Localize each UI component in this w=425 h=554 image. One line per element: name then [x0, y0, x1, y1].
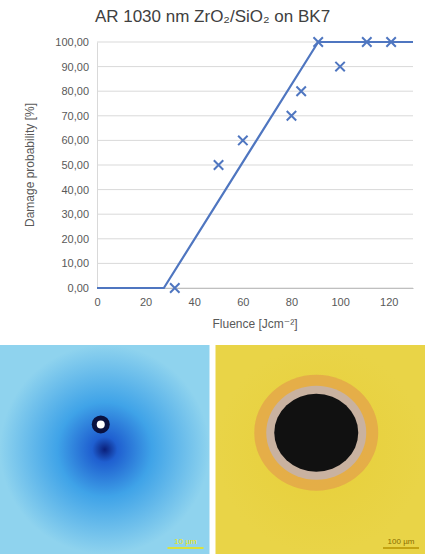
x-tick: 120	[380, 288, 398, 308]
y-tick: 60,00	[61, 134, 97, 146]
grid-line	[97, 189, 413, 190]
y-axis: 0,00 10,00 20,00 30,00 40,00 50,00 60,00 70,00 8…	[55, 36, 97, 294]
x-tick-label: 100	[331, 296, 349, 308]
y-tick: 40,00	[61, 184, 97, 196]
y-tick-label: 50,00	[61, 159, 89, 171]
grid-line	[97, 91, 413, 92]
grid-line	[97, 115, 413, 116]
scale-bar	[168, 547, 204, 549]
x-tick: 100	[331, 288, 349, 308]
data-point	[287, 111, 296, 120]
data-point	[335, 62, 344, 71]
y-tick: 90,00	[61, 61, 97, 73]
y-tick: 0,00	[68, 282, 97, 294]
x-tick-label: 20	[140, 296, 152, 308]
x-tick-label: 40	[189, 296, 201, 308]
data-point	[296, 86, 305, 95]
data-point	[170, 283, 179, 292]
micrograph-background	[216, 345, 425, 554]
damage-site	[92, 415, 110, 433]
plot-marks	[97, 37, 413, 292]
data-point	[214, 160, 223, 169]
x-tick-label: 60	[237, 296, 249, 308]
y-axis-title: Damage probability [%]	[23, 103, 37, 227]
data-point	[313, 37, 322, 46]
y-tick-label: 60,00	[61, 134, 89, 146]
data-point	[238, 136, 247, 145]
damage-ring	[266, 386, 366, 480]
grid-line	[97, 165, 413, 166]
scale-bar	[383, 547, 419, 549]
grid-line	[97, 263, 413, 264]
x-tick: 0	[94, 288, 100, 308]
fit-line	[97, 42, 413, 288]
data-point	[386, 37, 395, 46]
scale-label: 100 µm	[388, 537, 415, 546]
y-tick: 50,00	[61, 159, 97, 171]
damage-core	[97, 420, 105, 428]
grid-line	[97, 214, 413, 215]
x-axis: 0 20 40 60 80 100 120	[94, 288, 413, 308]
micrograph-left: 10 µm	[0, 345, 210, 554]
y-tick: 10,00	[61, 257, 97, 269]
y-tick: 30,00	[61, 208, 97, 220]
grid	[97, 42, 413, 288]
damage-site	[274, 394, 358, 472]
x-tick: 20	[140, 288, 152, 308]
y-tick-label: 30,00	[61, 208, 89, 220]
x-tick-label: 0	[94, 296, 100, 308]
y-tick-label: 0,00	[68, 282, 89, 294]
x-tick: 80	[286, 288, 298, 308]
x-tick-label: 80	[286, 296, 298, 308]
y-tick-label: 10,00	[61, 257, 89, 269]
y-tick-label: 20,00	[61, 233, 89, 245]
figure: AR 1030 nm ZrO₂/SiO₂ on BK7 0,00 10,00 20,0…	[0, 0, 425, 554]
title: AR 1030 nm ZrO₂/SiO₂ on BK7	[95, 7, 330, 26]
y-tick-label: 80,00	[61, 85, 89, 97]
y-tick: 20,00	[61, 233, 97, 245]
y-tick-label: 100,00	[55, 36, 89, 48]
scale-label: 10 µm	[174, 537, 197, 546]
y-tick-label: 70,00	[61, 110, 89, 122]
grid-line	[97, 238, 413, 239]
y-axis-line	[97, 43, 98, 289]
y-tick-label: 40,00	[61, 184, 89, 196]
grid-line	[97, 66, 413, 67]
x-tick: 60	[237, 288, 249, 308]
data-point	[362, 37, 371, 46]
x-tick: 40	[189, 288, 201, 308]
micrograph-right: 100 µm	[216, 345, 425, 554]
x-tick-label: 120	[380, 296, 398, 308]
x-axis-title: Fluence [Jcm⁻²]	[212, 317, 297, 331]
y-tick-label: 90,00	[61, 61, 89, 73]
micrograph-background	[0, 345, 210, 554]
y-tick: 100,00	[55, 36, 97, 48]
y-tick: 70,00	[61, 110, 97, 122]
y-tick: 80,00	[61, 85, 97, 97]
damage-halo	[254, 375, 378, 491]
